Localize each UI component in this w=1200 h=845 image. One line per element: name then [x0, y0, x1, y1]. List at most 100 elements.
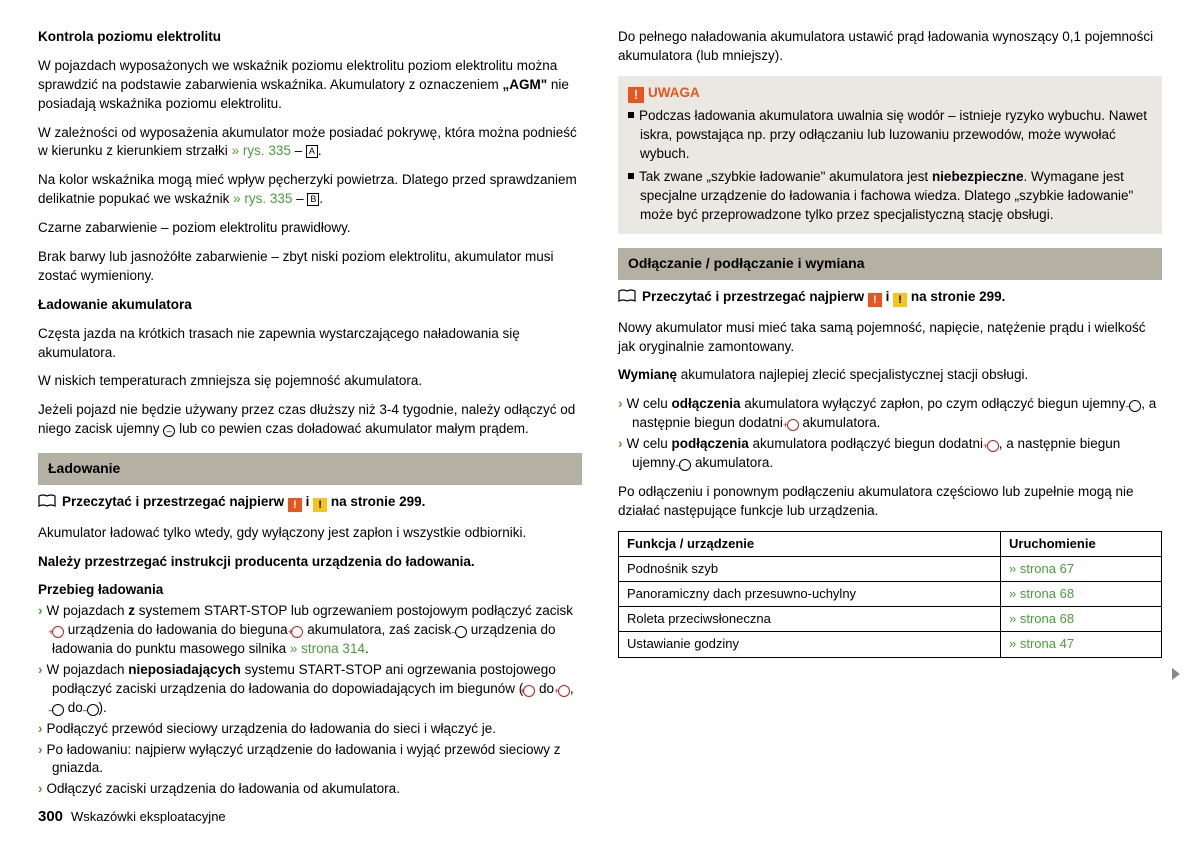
procedure-list: ›W pojazdach z systemem START-STOP lub o… — [38, 602, 582, 799]
text: i — [882, 289, 893, 304]
list-item: ›W celu podłączenia akumulatora podłączy… — [618, 435, 1162, 473]
text: akumulatora. — [691, 455, 773, 470]
para-bold: Należy przestrzegać instrukcji producent… — [38, 553, 582, 572]
warn-icon-yellow: ! — [313, 498, 327, 512]
table-row: Roleta przeciwsłoneczna» strona 68 — [619, 607, 1162, 632]
plus-icon: + — [787, 419, 799, 431]
minus-icon: – — [52, 704, 64, 716]
para: W pojazdach wyposażonych we wskaźnik poz… — [38, 57, 582, 114]
table-header-row: Funkcja / urządzenie Uruchomienie — [619, 531, 1162, 556]
warn-icon-yellow: ! — [893, 293, 907, 307]
ref-link[interactable]: » strona 67 — [1001, 556, 1162, 581]
heading-ladowanie-aku: Ładowanie akumulatora — [38, 296, 582, 315]
two-column-layout: Kontrola poziomu elektrolitu W pojazdach… — [38, 28, 1162, 809]
text: Podłączyć przewód sieciowy urządzenia do… — [47, 721, 496, 736]
warning-header: ! UWAGA — [628, 84, 1152, 103]
footer-title: Wskazówki eksploatacyjne — [71, 809, 226, 824]
table-cell: Roleta przeciwsłoneczna — [619, 607, 1001, 632]
text: na stronie 299. — [907, 289, 1005, 304]
text: Przeczytać i przestrzegać najpierw — [642, 289, 868, 304]
function-table: Funkcja / urządzenie Uruchomienie Podnoś… — [618, 531, 1162, 658]
text: nieposiadających — [128, 662, 241, 677]
minus-icon: – — [1129, 400, 1141, 412]
text: lub co pewien czas doładować akumulator … — [175, 421, 528, 436]
text: systemem START-STOP lub ogrzewaniem post… — [135, 603, 573, 618]
table-row: Podnośnik szyb» strona 67 — [619, 556, 1162, 581]
list-item: › Podłączyć przewód sieciowy urządzenia d… — [38, 720, 582, 739]
text: i — [302, 494, 313, 509]
text: akumulatora najlepiej zlecić specjalisty… — [677, 367, 1028, 382]
para: Nowy akumulator musi mieć taka samą poje… — [618, 319, 1162, 357]
chevron-icon: › — [618, 396, 623, 411]
book-icon — [618, 289, 636, 309]
heading-przebieg: Przebieg ładowania — [38, 581, 582, 600]
text: akumulatora podłączyć biegun dodatni — [749, 436, 987, 451]
para: Jeżeli pojazd nie będzie używany przez c… — [38, 401, 582, 439]
left-column: Kontrola poziomu elektrolitu W pojazdach… — [38, 28, 582, 809]
text: odłączenia — [672, 396, 741, 411]
plus-icon: + — [558, 685, 570, 697]
text: Wymianę — [618, 367, 677, 382]
warning-title: UWAGA — [648, 85, 700, 100]
text: Po ładowaniu: najpierw wyłączyć urządzen… — [47, 742, 561, 776]
para: W niskich temperaturach zmniejsza się po… — [38, 372, 582, 391]
table-cell: Panoramiczny dach przesuwno-uchylny — [619, 582, 1001, 607]
table-cell: Ustawianie godziny — [619, 632, 1001, 657]
chevron-icon: › — [38, 721, 43, 736]
warning-box: ! UWAGA Podczas ładowania akumulatora uwa… — [618, 76, 1162, 234]
ref-link[interactable]: » strona 47 — [1001, 632, 1162, 657]
text: Podczas ładowania akumulatora uwalnia si… — [639, 108, 1147, 161]
chevron-icon: › — [38, 742, 43, 757]
ref-link[interactable]: » rys. 335 — [232, 143, 291, 158]
text: W celu — [627, 396, 672, 411]
ref-link[interactable]: » strona 68 — [1001, 607, 1162, 632]
list-item: › Po ładowaniu: najpierw wyłączyć urządze… — [38, 741, 582, 779]
para: Na kolor wskaźnika mogą mieć wpływ pęche… — [38, 171, 582, 209]
plus-icon: + — [291, 626, 303, 638]
text: Odłączyć zaciski urządzenia do ładowania… — [47, 781, 400, 796]
warning-item: Tak zwane „szybkie ładowanie" akumulator… — [628, 168, 1152, 225]
read-first-line: Przeczytać i przestrzegać najpierw ! i !… — [618, 288, 1162, 309]
minus-icon: – — [87, 704, 99, 716]
para: Brak barwy lub jasnożółte zabarwienie – … — [38, 248, 582, 286]
text: akumulatora wyłączyć zapłon, po czym odł… — [741, 396, 1130, 411]
ref-link[interactable]: » rys. 335 — [233, 191, 292, 206]
para: W zależności od wyposażenia akumulator m… — [38, 124, 582, 162]
warn-icon-orange: ! — [628, 87, 644, 103]
para: Do pełnego naładowania akumulatora ustaw… — [618, 28, 1162, 66]
chevron-icon: › — [618, 436, 623, 451]
text: – — [292, 191, 307, 206]
square-bullet-icon — [628, 112, 634, 118]
minus-icon: – — [679, 459, 691, 471]
list-item: ›Odłączyć zaciski urządzenia do ładowani… — [38, 780, 582, 799]
text: Tak zwane „szybkie ładowanie" akumulator… — [639, 169, 932, 184]
plus-icon: + — [987, 440, 999, 452]
continue-arrow-icon — [1172, 668, 1180, 680]
ref-link[interactable]: » strona 314 — [290, 641, 365, 656]
read-first-line: Przeczytać i przestrzegać najpierw ! i !… — [38, 493, 582, 514]
chevron-icon: › — [38, 603, 43, 618]
text-agm: „AGM" — [502, 77, 547, 92]
list-item: ›W pojazdach nieposiadających systemu ST… — [38, 661, 582, 718]
text: akumulatora. — [799, 415, 881, 430]
text: urządzenia do ładowania do bieguna — [64, 622, 291, 637]
minus-icon: – — [163, 425, 175, 437]
ref-box-b: B — [307, 193, 319, 206]
plus-icon: + — [523, 685, 535, 697]
list-item: › W celu odłączenia akumulatora wyłączyć … — [618, 395, 1162, 433]
warn-icon-orange: ! — [288, 498, 302, 512]
text: , — [570, 681, 574, 696]
connect-list: › W celu odłączenia akumulatora wyłączyć … — [618, 395, 1162, 473]
right-column: Do pełnego naładowania akumulatora ustaw… — [618, 28, 1162, 809]
text: W pojazdach — [47, 603, 129, 618]
text: W pojazdach wyposażonych we wskaźnik poz… — [38, 58, 557, 92]
text: – — [291, 143, 306, 158]
ref-link[interactable]: » strona 68 — [1001, 582, 1162, 607]
table-cell: Podnośnik szyb — [619, 556, 1001, 581]
warn-icon-orange: ! — [868, 293, 882, 307]
text: W celu — [627, 436, 672, 451]
page-footer: 300Wskazówki eksploatacyjne — [38, 806, 226, 827]
text: niebezpieczne — [932, 169, 1024, 184]
chevron-icon: › — [38, 662, 43, 677]
text: Przeczytać i przestrzegać najpierw — [62, 494, 288, 509]
